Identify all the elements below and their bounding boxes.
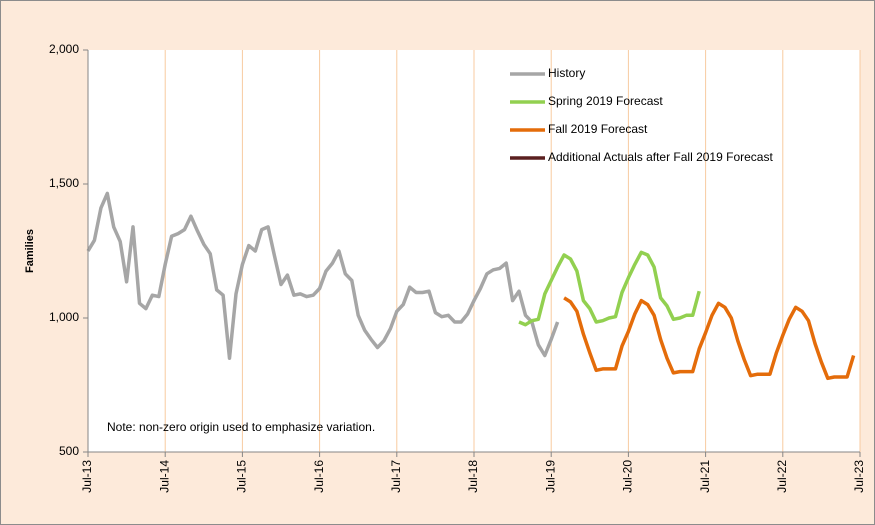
note: Note: non-zero origin used to emphasize … <box>107 420 375 434</box>
x-tick-label: Jul-19 <box>543 460 557 493</box>
x-tick-label: Jul-13 <box>80 460 94 493</box>
legend-label: Additional Actuals after Fall 2019 Forec… <box>548 150 773 164</box>
legend-label: History <box>548 66 585 80</box>
series-line <box>518 250 701 327</box>
x-tick-label: Jul-17 <box>389 460 403 493</box>
x-tick-label: Jul-16 <box>312 460 326 493</box>
legend-label: Fall 2019 Forecast <box>548 122 648 136</box>
series-line <box>563 296 856 381</box>
x-tick-label: Jul-21 <box>698 460 712 493</box>
y-tick-label: 1,500 <box>49 176 79 190</box>
series-lines <box>86 191 856 381</box>
x-tick-label: Jul-15 <box>235 460 249 493</box>
grid <box>87 50 861 452</box>
series-line <box>86 191 560 360</box>
y-tick-label: 500 <box>59 444 79 458</box>
legend-label: Spring 2019 Forecast <box>548 94 663 108</box>
x-tick-label: Jul-20 <box>621 460 635 493</box>
x-tick-label: Jul-14 <box>157 460 171 493</box>
x-tick-label: Jul-18 <box>466 460 480 493</box>
y-axis-label: Families <box>24 229 36 273</box>
y-tick-label: 1,000 <box>49 310 79 324</box>
x-tick-label: Jul-23 <box>852 460 866 493</box>
y-tick-label: 2,000 <box>49 42 79 56</box>
x-tick-label: Jul-22 <box>775 460 789 493</box>
